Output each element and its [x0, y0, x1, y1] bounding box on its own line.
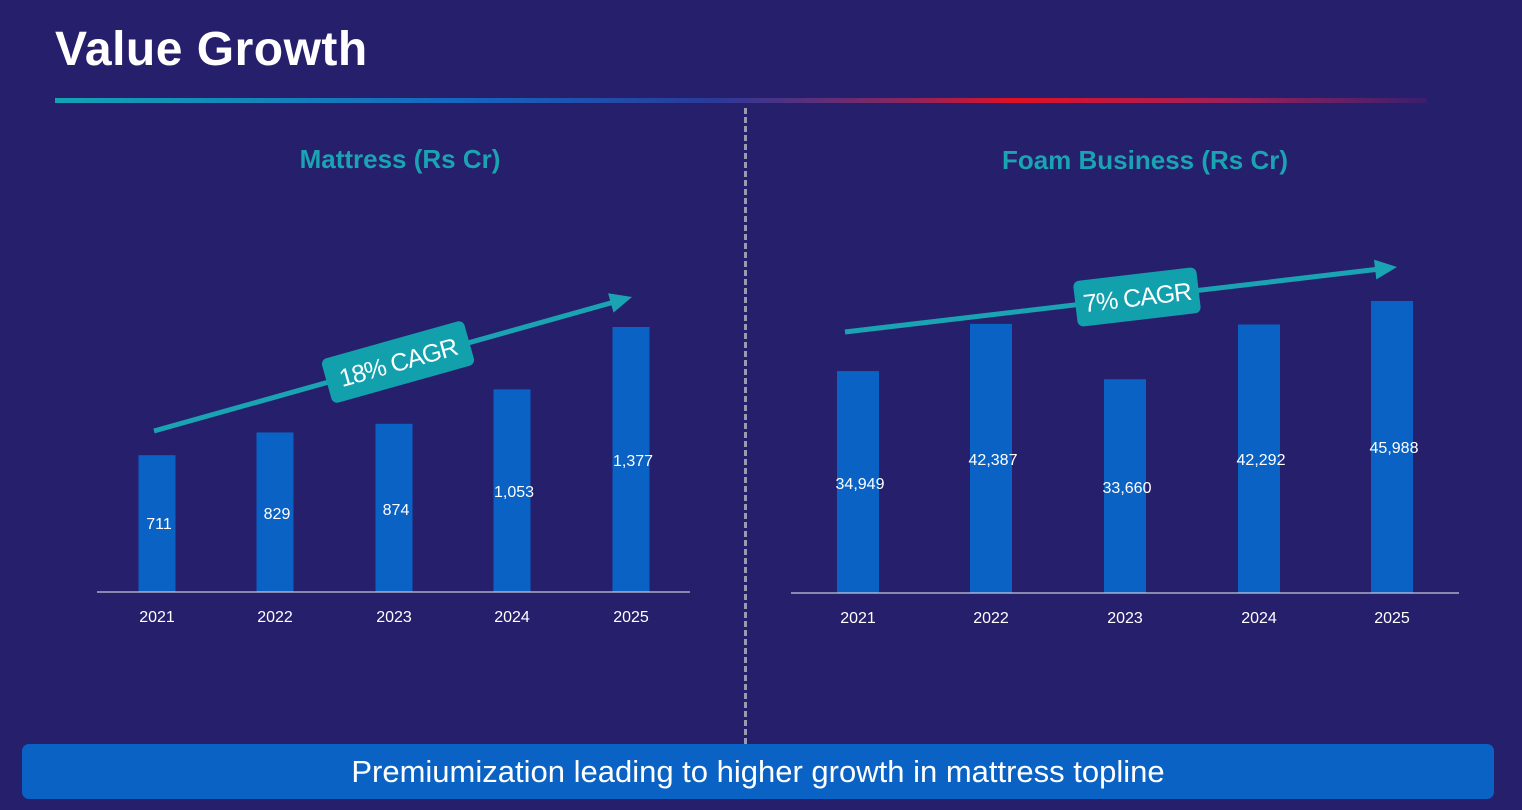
mattress-bar-2022	[256, 432, 294, 592]
mattress-value-label-2025: 1,377	[613, 453, 653, 470]
mattress-arrowhead-icon	[608, 293, 632, 313]
foam-bar-2025	[1371, 301, 1413, 593]
chart-title-mattress: Mattress (Rs Cr)	[299, 144, 501, 174]
foam-value-label-2023: 33,660	[1103, 480, 1152, 497]
foam-value-label-2021: 34,949	[836, 476, 885, 493]
chart-title-foam: Foam Business (Rs Cr)	[1001, 145, 1289, 175]
mattress-tick-label-2025: 2025	[613, 609, 649, 626]
title-underline	[55, 98, 1427, 103]
foam-bar-2022	[970, 323, 1012, 593]
mattress-value-label-2024: 1,053	[494, 484, 534, 501]
foam-tick-label-2021: 2021	[840, 610, 876, 627]
mattress-bar-2025	[612, 327, 650, 592]
mattress-tick-label-2022: 2022	[257, 609, 293, 626]
foam-tick-label-2025: 2025	[1374, 610, 1410, 627]
foam-value-label-2025: 45,988	[1370, 440, 1419, 457]
page-title: Value Growth	[55, 23, 368, 76]
foam-value-label-2022: 42,387	[969, 452, 1018, 469]
mattress-value-label-2022: 829	[264, 506, 291, 523]
foam-tick-label-2023: 2023	[1107, 610, 1143, 627]
mattress-tick-label-2023: 2023	[376, 609, 412, 626]
chart-divider	[744, 108, 747, 744]
mattress-value-label-2021: 711	[146, 516, 172, 533]
mattress-bar-2021	[138, 455, 176, 592]
foam-value-label-2024: 42,292	[1237, 452, 1286, 469]
mattress-cagr-badge	[321, 321, 475, 403]
foam-bar-2024	[1238, 324, 1280, 593]
foam-bar-2023	[1104, 379, 1146, 593]
foam-arrowhead-icon	[1373, 259, 1397, 280]
mattress-tick-label-2021: 2021	[139, 609, 175, 626]
mattress-bar-2024	[493, 389, 531, 592]
foam-cagr-badge	[1073, 267, 1201, 327]
foam-tick-label-2024: 2024	[1241, 610, 1277, 627]
mattress-value-label-2023: 874	[383, 502, 410, 519]
mattress-tick-label-2024: 2024	[494, 609, 530, 626]
mattress-bar-2023	[375, 423, 413, 592]
footer-banner: Premiumization leading to higher growth …	[22, 744, 1494, 799]
foam-tick-label-2022: 2022	[973, 610, 1009, 627]
foam-bar-2021	[837, 371, 879, 593]
